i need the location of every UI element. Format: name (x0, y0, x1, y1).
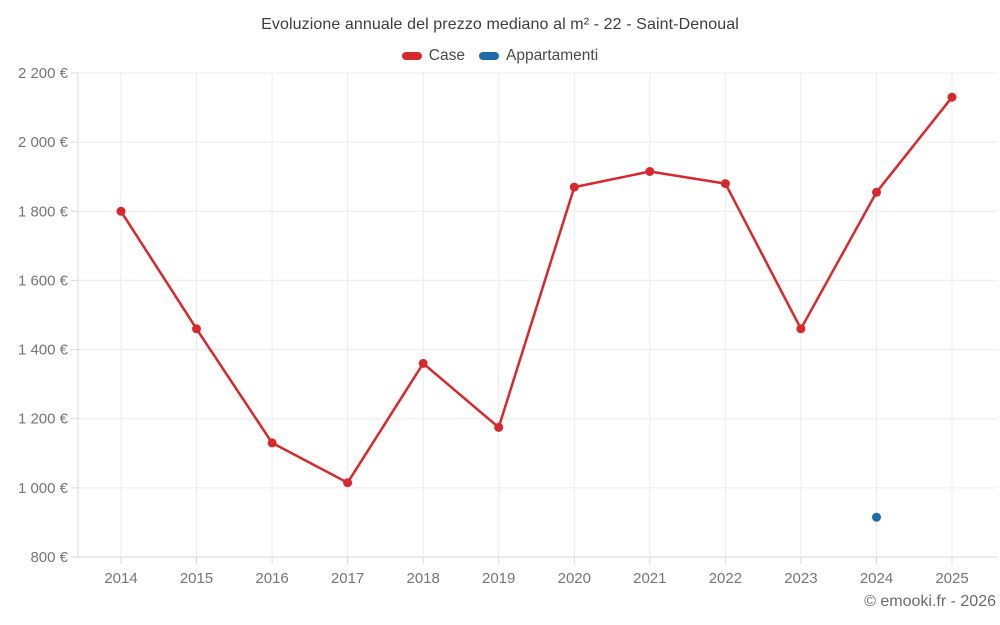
data-point-case-2016[interactable] (267, 438, 277, 448)
legend-swatch-case (401, 52, 422, 60)
legend-item-appartamenti[interactable]: Appartamenti (478, 47, 599, 65)
y-tick-label-1800: 1 800 € (18, 203, 69, 220)
x-tick-label-2016: 2016 (255, 570, 288, 587)
series-line-case (119, 95, 954, 484)
data-point-case-2022[interactable] (720, 179, 730, 189)
y-tick-label-1400: 1 400 € (18, 342, 69, 359)
y-tick-label-2000: 2 000 € (18, 134, 69, 151)
attribution: © emooki.fr - 2026 (864, 593, 996, 610)
x-tick-label-2018: 2018 (407, 570, 440, 587)
data-point-case-2023[interactable] (796, 324, 806, 334)
x-tick-label-2014: 2014 (104, 570, 137, 587)
y-tick-label-800: 800 € (30, 549, 68, 566)
y-tick-label-1200: 1 200 € (18, 411, 69, 428)
legend: Case Appartamenti (0, 46, 1000, 66)
data-point-case-2018[interactable] (418, 358, 428, 368)
data-point-case-2024[interactable] (872, 187, 881, 197)
data-point-case-2015[interactable] (192, 324, 201, 334)
data-point-case-2017[interactable] (343, 478, 353, 488)
data-point-case-2020[interactable] (569, 182, 579, 192)
legend-label-case: Case (428, 47, 465, 64)
data-point-case-2019[interactable] (494, 422, 504, 432)
legend-label-appartamenti: Appartamenti (505, 47, 599, 64)
data-point-appartamenti-2024[interactable] (872, 512, 881, 522)
x-tick-label-2017: 2017 (331, 570, 364, 587)
x-tick-label-2020: 2020 (558, 570, 591, 587)
x-tick-label-2019: 2019 (482, 570, 515, 587)
data-point-case-2025[interactable] (947, 92, 957, 102)
legend-item-case[interactable]: Case (401, 47, 465, 65)
x-tick-label-2024: 2024 (860, 570, 893, 587)
y-tick-label-2200: 2 200 € (18, 65, 69, 82)
x-tick-label-2023: 2023 (784, 570, 817, 587)
data-point-case-2014[interactable] (116, 206, 126, 216)
x-tick-label-2025: 2025 (935, 570, 968, 587)
chart-title: Evoluzione annuale del prezzo mediano al… (261, 16, 739, 33)
x-tick-label-2022: 2022 (709, 570, 742, 587)
data-point-case-2021[interactable] (645, 167, 655, 176)
y-tick-label-1000: 1 000 € (18, 480, 69, 497)
x-tick-label-2015: 2015 (180, 570, 213, 587)
legend-swatch-appartamenti (478, 52, 499, 60)
x-tick-label-2021: 2021 (633, 570, 666, 587)
y-tick-label-1600: 1 600 € (18, 272, 69, 289)
